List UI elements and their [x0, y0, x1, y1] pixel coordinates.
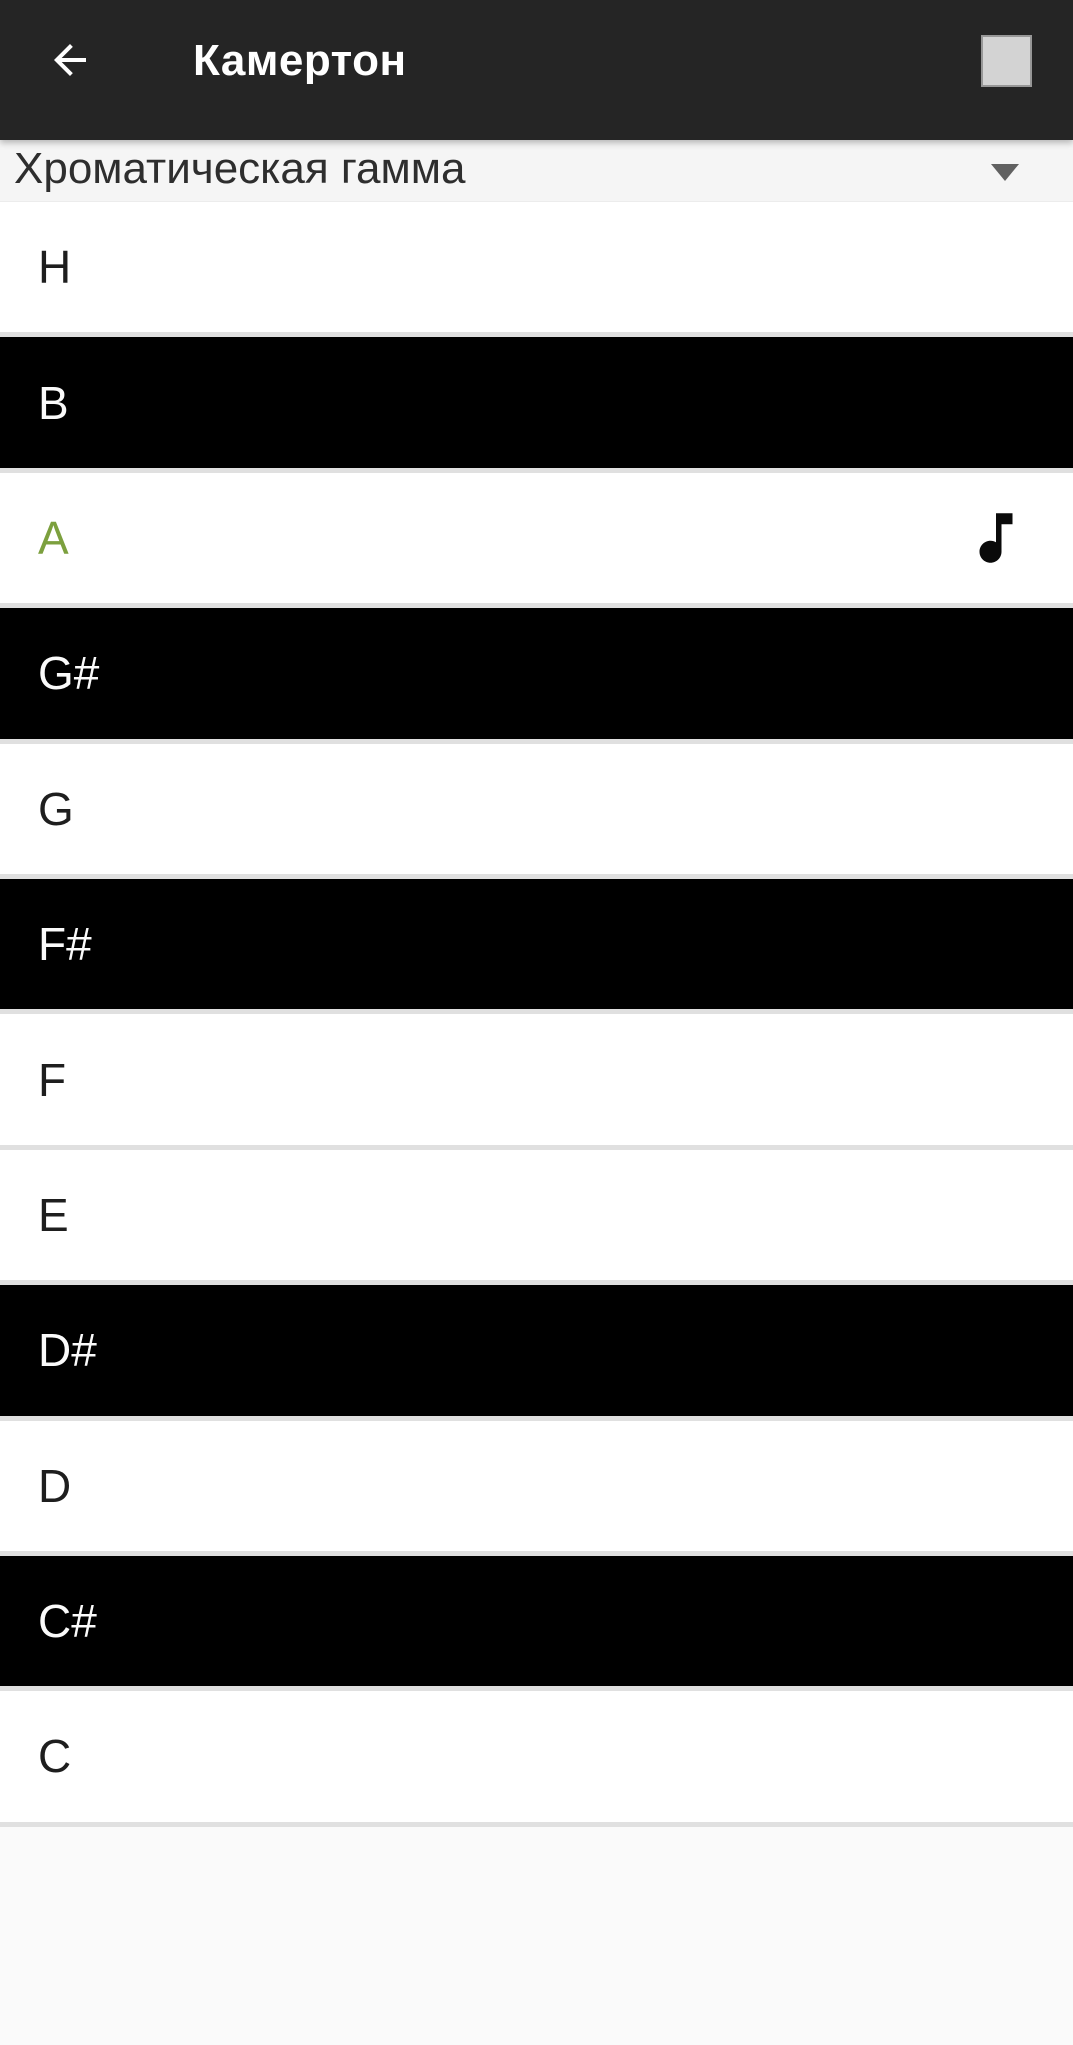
note-row[interactable]: G — [0, 743, 1073, 874]
page-title: Камертон — [193, 36, 407, 85]
note-label: D — [38, 1459, 72, 1512]
note-row[interactable]: F# — [0, 878, 1073, 1010]
app-bar: Камертон — [0, 0, 1073, 140]
note-list: H B A G# G F# F E D# D C# C — [0, 202, 1073, 1827]
note-row[interactable]: B — [0, 337, 1073, 468]
note-label: A — [38, 511, 69, 564]
scale-dropdown[interactable]: Хроматическая гамма — [0, 140, 1073, 202]
dropdown-caret-icon — [991, 163, 1019, 181]
scale-dropdown-value: Хроматическая гамма — [14, 143, 466, 193]
note-label: H — [38, 241, 72, 294]
note-label: B — [38, 376, 69, 429]
note-row[interactable]: D# — [0, 1285, 1073, 1416]
note-label: E — [38, 1188, 69, 1241]
note-label: F# — [38, 918, 92, 971]
note-label: G — [38, 782, 74, 835]
note-label: G# — [38, 647, 100, 700]
note-row[interactable]: C — [0, 1691, 1073, 1822]
note-label: C — [38, 1730, 72, 1783]
note-row[interactable]: H — [0, 202, 1073, 333]
note-row[interactable]: D — [0, 1420, 1073, 1551]
arrow-back-icon — [46, 36, 94, 84]
note-row[interactable]: G# — [0, 608, 1073, 739]
note-label: F — [38, 1053, 67, 1106]
back-button[interactable] — [44, 34, 96, 86]
note-row[interactable]: A — [0, 472, 1073, 604]
music-note-icon — [963, 505, 1029, 571]
note-label: C# — [38, 1595, 97, 1648]
note-row[interactable]: C# — [0, 1555, 1073, 1687]
note-row[interactable]: F — [0, 1014, 1073, 1145]
note-label: D# — [38, 1324, 97, 1377]
footer-filler — [0, 1826, 1073, 2045]
note-row[interactable]: E — [0, 1149, 1073, 1281]
stop-square-icon[interactable] — [981, 35, 1032, 87]
